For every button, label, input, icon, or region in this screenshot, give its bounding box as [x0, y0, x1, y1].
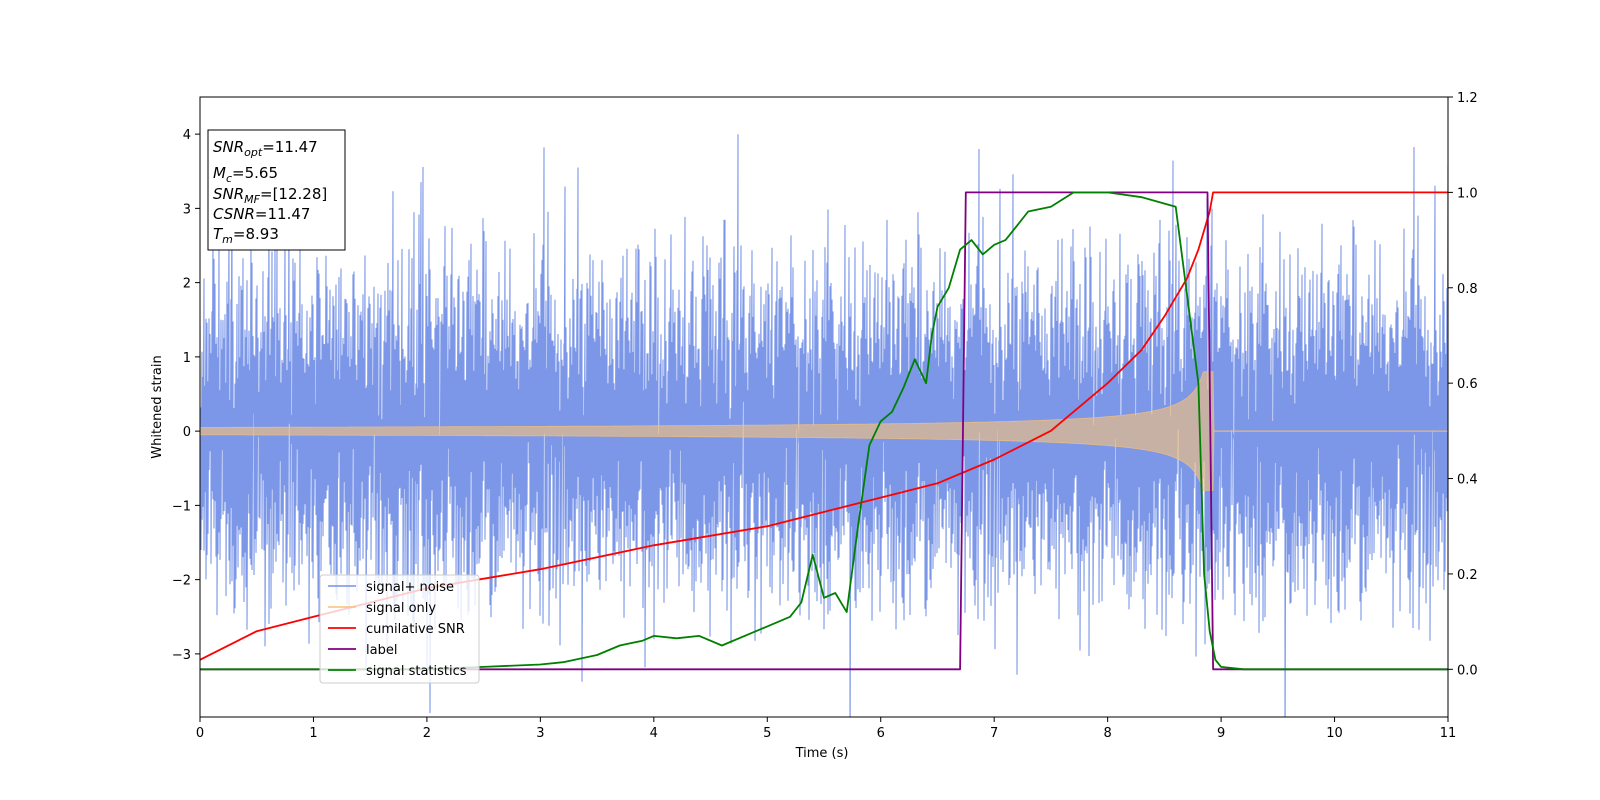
x-tick-label: 1 [309, 726, 317, 741]
y-left-tick-label: 2 [183, 277, 191, 292]
legend: signal+ noise signal only cumilative SNR… [319, 574, 480, 684]
x-tick-label: 0 [196, 726, 204, 741]
x-axis-label: Time (s) [795, 746, 849, 761]
axes-frame [199, 96, 1449, 718]
y-right-tick-label: 1.2 [1457, 91, 1478, 106]
stats-snr-opt: SNRopt=11.47 [213, 138, 318, 159]
legend-label: label [366, 643, 397, 658]
x-tick-label: 5 [763, 726, 771, 741]
x-tick-label: 2 [423, 726, 431, 741]
legend-signal-statistics: signal statistics [366, 664, 467, 679]
y-left-tick-label: 3 [183, 202, 191, 217]
x-tick-label: 7 [990, 726, 998, 741]
x-tick-label: 8 [1103, 726, 1111, 741]
x-tick-label: 6 [877, 726, 885, 741]
stats-mc: Mc=5.65 [213, 164, 278, 185]
signal-noise-series [200, 134, 1448, 717]
signal-statistics-series [200, 191, 1448, 671]
y-right-tick-label: 0.8 [1457, 282, 1478, 297]
legend-cumulative-snr: cumilative SNR [366, 622, 465, 637]
stats-tm: Tm=8.93 [213, 225, 279, 246]
y-left-tick-label: 4 [183, 128, 191, 143]
legend-signal-only: signal only [366, 601, 436, 616]
y-left-tick-label: 1 [183, 351, 191, 366]
y-left-tick-label: −1 [172, 499, 191, 514]
stats-csnr: CSNR=11.47 [213, 205, 310, 223]
y-axis-left-ticks: 4 3 2 1 0 −1 −2 −3 [172, 128, 200, 663]
y-left-tick-label: 0 [183, 425, 191, 440]
x-tick-label: 4 [650, 726, 658, 741]
signal-noise-line [200, 134, 1448, 717]
stats-box: SNRopt=11.47 Mc=5.65 SNRMF=[12.28] CSNR=… [207, 129, 346, 251]
x-tick-label: 10 [1326, 726, 1343, 741]
signal-statistics-line [200, 191, 1448, 671]
stats-snr-mf: SNRMF=[12.28] [213, 185, 327, 206]
y-right-tick-label: 0.0 [1457, 663, 1478, 678]
x-axis-ticks: 0 1 2 3 4 5 6 7 8 9 10 11 [196, 717, 1456, 741]
y-right-tick-label: 0.2 [1457, 568, 1478, 583]
y-axis-right-ticks: 1.2 1.0 0.8 0.6 0.4 0.2 0.0 [1448, 91, 1478, 678]
y-left-tick-label: −2 [172, 574, 191, 589]
y-right-tick-label: 0.4 [1457, 473, 1478, 488]
y-left-tick-label: −3 [172, 648, 191, 663]
legend-signal-noise: signal+ noise [366, 580, 454, 595]
y-right-tick-label: 1.0 [1457, 186, 1478, 201]
x-tick-label: 9 [1217, 726, 1225, 741]
y-axis-label: Whitened strain [150, 355, 165, 458]
x-tick-label: 11 [1440, 726, 1457, 741]
y-right-tick-label: 0.6 [1457, 377, 1478, 392]
x-tick-label: 3 [536, 726, 544, 741]
